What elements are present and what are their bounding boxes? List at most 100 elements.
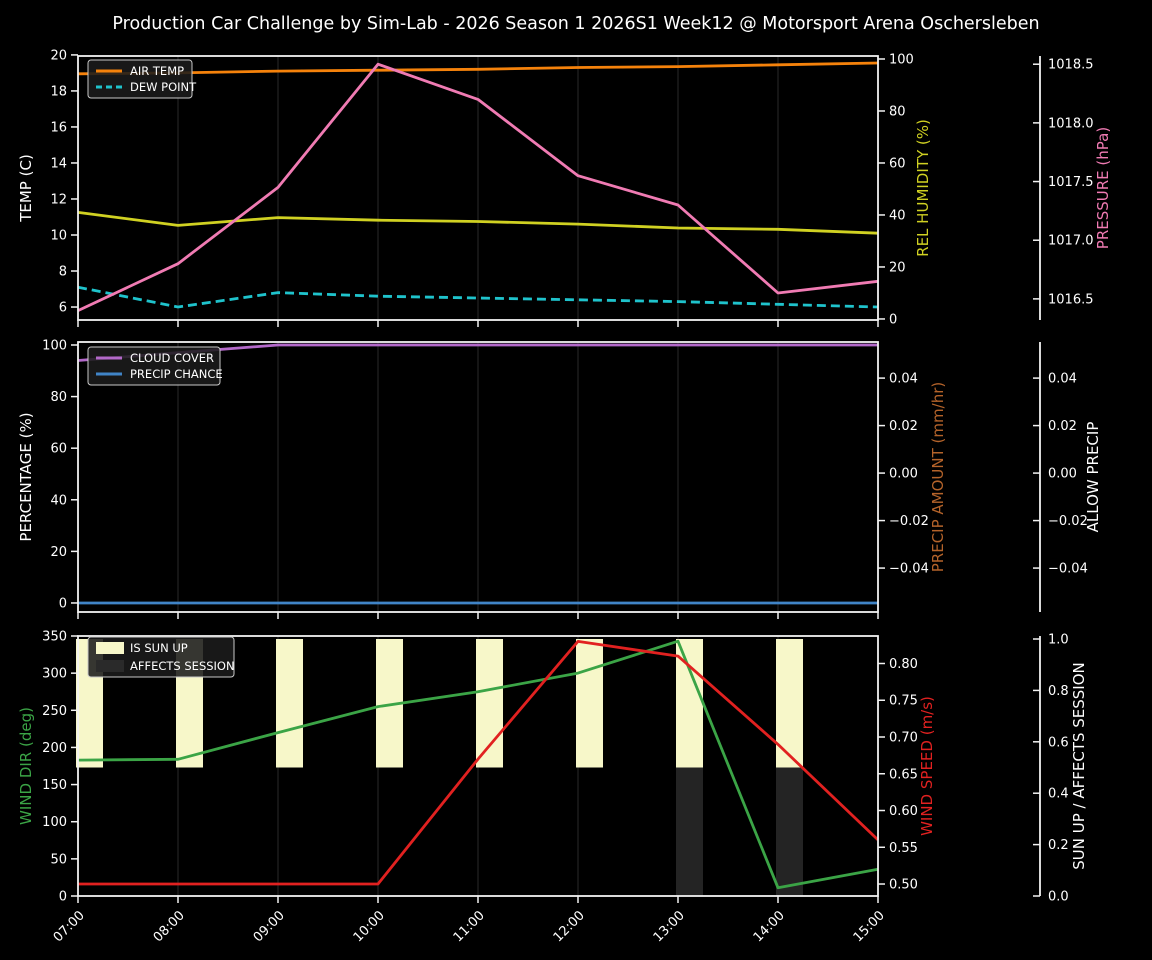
panel-temp-humidity-pressure: 6 8 10 12 14 16 18 20 TEMP (C) 0 20 40 60 80 100 REL HU… — [17, 48, 1112, 327]
y-tick-label: 80 — [889, 104, 906, 119]
y-tick-label: 0 — [889, 312, 897, 327]
y-tick-label: 350 — [42, 630, 67, 645]
y-tick-label: 50 — [50, 852, 67, 867]
temp-c-axis-label: TEMP (C) — [17, 154, 35, 223]
allow-precip-axis-label: ALLOW PRECIP — [1084, 422, 1102, 533]
x-tick-label-08:00: 08:00 — [151, 908, 188, 945]
is-sun-up-bar-11:00 — [476, 639, 503, 768]
y-tick-label: 20 — [889, 260, 906, 275]
y-tick-label: 1018.0 — [1048, 116, 1094, 131]
y-tick-label: 150 — [42, 778, 67, 793]
precip-amount-mm-hr-axis-label: PRECIP AMOUNT (mm/hr) — [929, 382, 947, 572]
y-tick-label: 40 — [50, 493, 67, 508]
y-tick-label: −0.04 — [1048, 562, 1088, 577]
is-sun-up-bar-13:00 — [676, 639, 703, 768]
y-tick-label: 300 — [42, 667, 67, 682]
y-tick-label: 200 — [42, 741, 67, 756]
dew-point-legend-label: DEW POINT — [130, 80, 197, 94]
y-tick-label: 100 — [889, 52, 914, 67]
precip-amount-mm-hr-axis: 0.04 0.02 0.00 −0.02 −0.04 PRECIP AMOUNT (mm/… — [878, 372, 947, 577]
x-tick-label-07:00: 07:00 — [51, 908, 88, 945]
y-tick-label: 60 — [889, 156, 906, 171]
x-tick-label-12:00: 12:00 — [551, 908, 588, 945]
rel-humidity-axis-label: REL HUMIDITY (%) — [914, 119, 932, 257]
y-tick-label: −0.02 — [889, 514, 929, 529]
y-tick-label: 0.70 — [889, 731, 918, 746]
affects-session-legend-label: AFFECTS SESSION — [130, 659, 235, 673]
y-tick-label: 1017.0 — [1048, 234, 1094, 249]
y-tick-label: 100 — [42, 815, 67, 830]
panel-wind-sun: 07:00 08:00 09:00 10:00 11:00 12:00 13:00 14:00… — [17, 630, 1088, 946]
y-tick-label: 1016.5 — [1048, 292, 1094, 307]
x-tick-label-13:00: 13:00 — [651, 908, 688, 945]
temp-c-axis: 6 8 10 12 14 16 18 20 TEMP (C) — [17, 48, 78, 316]
cloud-cover-legend-label: CLOUD COVER — [130, 351, 214, 365]
y-tick-label: 0.60 — [889, 804, 918, 819]
y-tick-label: 0.6 — [1048, 735, 1069, 750]
y-tick-label: 1018.5 — [1048, 58, 1094, 73]
y-tick-label: 0.0 — [1048, 890, 1069, 905]
affects-session-bars — [676, 767, 803, 896]
x-axis — [77, 612, 879, 619]
y-tick-label: 0.65 — [889, 767, 918, 782]
y-tick-label: 0.8 — [1048, 684, 1069, 699]
y-tick-label: 20 — [50, 48, 67, 63]
wind-speed-m-s-axis-label: WIND SPEED (m/s) — [918, 696, 936, 836]
allow-precip-axis: 0.04 0.02 0.00 −0.02 −0.04 ALLOW PRECIP — [1033, 342, 1102, 612]
y-tick-label: 12 — [50, 192, 67, 207]
x-tick-label-14:00: 14:00 — [751, 908, 788, 945]
percentage-axis-label: PERCENTAGE (%) — [17, 412, 35, 541]
sun-up-affects-session-axis-label: SUN UP / AFFECTS SESSION — [1070, 662, 1088, 870]
is-sun-up-bar-09:00 — [276, 639, 303, 768]
x-tick-label-15:00: 15:00 — [851, 908, 888, 945]
y-tick-label: 0.00 — [1048, 467, 1077, 482]
rel-humidity-axis: 0 20 40 60 80 100 REL HUMIDITY (%) — [878, 52, 932, 327]
legend-temp-humidity-pressure: AIR TEMP DEW POINT — [87, 59, 197, 99]
y-tick-label: 0.50 — [889, 878, 918, 893]
y-tick-label: 0.80 — [889, 657, 918, 672]
affects-session-bar-14:00 — [776, 767, 803, 896]
percentage-axis: 0 20 40 60 80 100 PERCENTAGE (%) — [17, 338, 78, 611]
x-tick-label-09:00: 09:00 — [251, 908, 288, 945]
x-gridlines — [77, 56, 879, 320]
pressure-hpa-axis: 1016.5 1017.0 1017.5 1018.0 1018.5 PRESSURE (… — [1033, 56, 1112, 320]
y-tick-label: 6 — [59, 301, 67, 316]
y-tick-label: 0 — [59, 596, 67, 611]
y-tick-label: 0.55 — [889, 841, 918, 856]
affects-session-bar-13:00 — [676, 767, 703, 896]
is-sun-up-legend-swatch — [96, 642, 124, 654]
precip-chance-legend-label: PRECIP CHANCE — [130, 367, 223, 381]
y-tick-label: 0.00 — [889, 467, 918, 482]
rel-humidity-line — [77, 211, 879, 235]
is-sun-up-legend-label: IS SUN UP — [130, 641, 188, 655]
y-tick-label: 60 — [50, 442, 67, 457]
y-tick-label: 14 — [50, 156, 67, 171]
y-tick-label: −0.04 — [889, 562, 929, 577]
wind-dir-deg-axis: 0 50 100 150 200 250 300 350 WIND DIR (deg) — [17, 630, 78, 905]
air-temp-line — [77, 61, 879, 76]
x-tick-label-11:00: 11:00 — [451, 908, 488, 945]
affects-session-legend-swatch — [96, 660, 124, 672]
figure-title: Production Car Challenge by Sim-Lab - 20… — [112, 14, 1040, 34]
air-temp-legend-label: AIR TEMP — [130, 64, 184, 78]
x-axis — [77, 320, 879, 327]
legend-box — [87, 636, 235, 678]
y-tick-label: 250 — [42, 704, 67, 719]
y-tick-label: 1.0 — [1048, 633, 1069, 648]
y-tick-label: 0.02 — [889, 419, 918, 434]
y-tick-label: 16 — [50, 120, 67, 135]
pressure-hpa-axis-label: PRESSURE (hPa) — [1094, 127, 1112, 249]
y-tick-label: 80 — [50, 390, 67, 405]
legend-wind-sun: IS SUN UP AFFECTS SESSION — [87, 636, 235, 678]
y-tick-label: 0.02 — [1048, 419, 1077, 434]
y-tick-label: 0.4 — [1048, 787, 1069, 802]
y-tick-label: 0.75 — [889, 694, 918, 709]
y-tick-label: 10 — [50, 229, 67, 244]
wind-dir-line — [77, 639, 879, 890]
y-tick-label: 20 — [50, 545, 67, 560]
is-sun-up-bar-12:00 — [576, 639, 603, 768]
wind-dir-deg-axis-label: WIND DIR (deg) — [17, 707, 35, 825]
